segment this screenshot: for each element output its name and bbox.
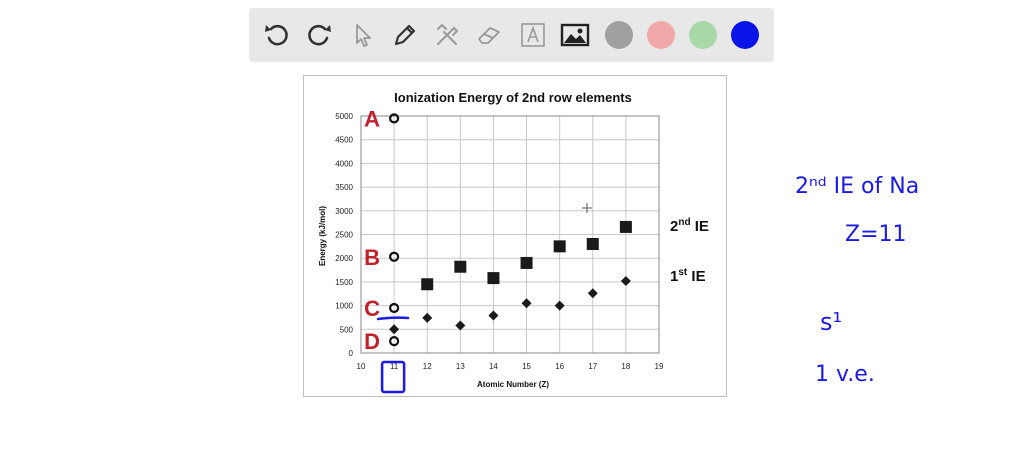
option-circle-b <box>389 251 400 262</box>
x-tick-label: 11 <box>390 362 399 371</box>
chart-card: Ionization Energy of 2nd row elements 10… <box>303 75 727 397</box>
x-tick-label: 10 <box>357 362 366 371</box>
highlight-box-z11 <box>380 360 406 394</box>
option-label-d: D <box>364 329 380 354</box>
square-point <box>586 237 599 250</box>
y-tick-label: 2500 <box>335 231 353 240</box>
option-circle-a <box>389 113 400 124</box>
square-point <box>520 256 533 269</box>
square-point <box>553 240 566 253</box>
y-tick-label: 4500 <box>335 136 353 145</box>
diamond-point <box>488 310 499 321</box>
option-circle-c <box>389 302 400 314</box>
y-tick-label: 2000 <box>335 254 353 263</box>
color-swatch-gray <box>605 21 633 49</box>
y-axis-label: Energy (kJ/mol) <box>318 206 327 266</box>
y-tick-label: 3000 <box>335 207 353 216</box>
y-tick-label: 3500 <box>335 183 353 192</box>
diamond-point <box>422 312 433 323</box>
square-point <box>454 260 467 273</box>
image-icon <box>560 23 590 47</box>
x-axis-label: Atomic Number (Z) <box>477 380 549 389</box>
ink-on-chart <box>376 203 592 394</box>
x-tick-label: 15 <box>522 362 531 371</box>
diamond-point <box>389 324 400 335</box>
tools-button[interactable] <box>425 8 469 62</box>
square-point <box>421 278 434 291</box>
tools-icon <box>437 23 459 45</box>
color-swatch-blue <box>731 21 759 49</box>
x-tick-label: 12 <box>423 362 432 371</box>
y-tick-label: 1000 <box>335 302 353 311</box>
text-icon <box>521 23 545 47</box>
square-point <box>619 220 632 233</box>
x-tick-label: 17 <box>588 362 597 371</box>
series-label-first-ie: 1st IE <box>670 267 706 285</box>
diamond-point <box>521 298 532 309</box>
x-tick-label: 19 <box>655 362 664 371</box>
image-button[interactable] <box>553 8 597 62</box>
color-swatch-pink <box>647 21 675 49</box>
pointer-button[interactable] <box>341 8 385 62</box>
chart-title: Ionization Energy of 2nd row elements <box>394 90 632 105</box>
x-tick-label: 14 <box>489 362 498 371</box>
y-tick-label: 1500 <box>335 278 353 287</box>
undo-button[interactable] <box>255 8 299 62</box>
color-blue-button[interactable] <box>723 8 767 62</box>
color-gray-button[interactable] <box>597 8 641 62</box>
color-green-button[interactable] <box>681 8 725 62</box>
x-tick-label: 13 <box>456 362 465 371</box>
ionization-chart: Ionization Energy of 2nd row elements 10… <box>318 90 709 389</box>
diamond-point <box>455 320 466 331</box>
series-label-second-ie: 2nd IE <box>670 217 709 235</box>
note-z-11: Z=11 <box>845 222 907 247</box>
option-circle-d <box>389 336 400 347</box>
note-s1: s¹ <box>820 308 842 336</box>
underline-option-c <box>376 316 410 321</box>
crosshair-cursor-icon <box>582 203 592 213</box>
diamond-point <box>587 288 598 299</box>
eraser-button[interactable] <box>467 8 511 62</box>
square-point <box>487 272 500 285</box>
y-tick-label: 4000 <box>335 159 353 168</box>
plot-area-border <box>360 115 660 354</box>
option-label-b: B <box>364 245 380 270</box>
redo-icon <box>308 24 331 46</box>
toolbar <box>249 8 774 62</box>
redo-button[interactable] <box>297 8 341 62</box>
undo-icon <box>265 24 288 46</box>
y-tick-label: 0 <box>349 349 354 358</box>
diamond-point <box>620 275 631 286</box>
color-pink-button[interactable] <box>639 8 683 62</box>
note-second-ie-of-na: 2ⁿᵈ IE of Na <box>795 174 919 199</box>
note-valence-electrons: 1 v.e. <box>815 362 875 387</box>
option-label-a: A <box>364 106 380 131</box>
pointer-icon <box>356 24 371 47</box>
pen-icon <box>394 24 416 46</box>
eraser-icon <box>478 27 500 44</box>
text-button[interactable] <box>511 8 555 62</box>
option-label-c: C <box>364 296 380 321</box>
pen-button[interactable] <box>383 8 427 62</box>
y-tick-label: 5000 <box>335 112 353 121</box>
x-tick-label: 16 <box>555 362 564 371</box>
x-tick-label: 18 <box>621 362 630 371</box>
diamond-point <box>554 300 565 311</box>
y-tick-label: 500 <box>340 325 354 334</box>
color-swatch-green <box>689 21 717 49</box>
